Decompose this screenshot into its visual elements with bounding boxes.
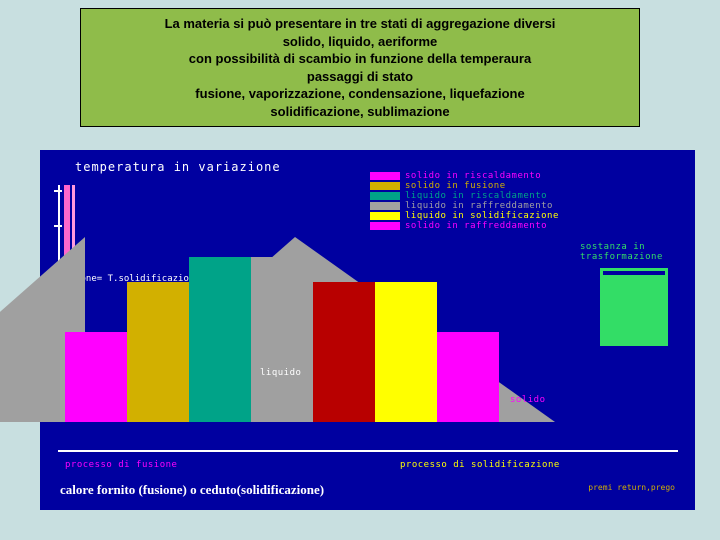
return-prompt: premi return,prego	[588, 483, 675, 492]
y-tick	[54, 190, 62, 192]
header-line-3: con possibilità di scambio in funzione d…	[91, 50, 629, 68]
header-line-2: solido, liquido, aeriforme	[91, 33, 629, 51]
header-line-1: La materia si può presentare in tre stat…	[91, 15, 629, 33]
chart-title: temperatura in variazione	[75, 160, 281, 174]
legend-swatch	[370, 202, 400, 210]
process-solid-text: processo di solidificazione	[400, 460, 560, 470]
legend-label: liquido in raffreddamento	[405, 201, 553, 211]
phase-chart: temperatura in variazione T.fusione= T.s…	[40, 150, 695, 510]
phase-bar-label: liquido	[260, 368, 301, 378]
legend-label: liquido in solidificazione	[405, 211, 559, 221]
legend-label: solido in raffreddamento	[405, 221, 547, 231]
x-axis	[58, 450, 678, 452]
process-fusion: processo di fusione	[65, 460, 177, 470]
phase-bar-label: solido	[65, 380, 101, 390]
phase-bar	[313, 282, 375, 422]
transform-label-2: trasformazione	[580, 252, 663, 262]
phase-bar	[189, 257, 251, 422]
legend-swatch	[370, 222, 400, 230]
footer-caption: calore fornito (fusione) o ceduto(solidi…	[60, 482, 324, 498]
header-line-6: solidificazione, sublimazione	[91, 103, 629, 121]
legend-label: solido in fusione	[405, 181, 506, 191]
legend-swatch	[370, 212, 400, 220]
transform-box-top	[600, 268, 668, 278]
legend-label: solido in riscaldamento	[405, 171, 541, 181]
y-tick	[54, 225, 62, 227]
header-box: La materia si può presentare in tre stat…	[80, 8, 640, 127]
process-fusion-text: processo di fusione	[65, 460, 177, 470]
legend-swatch	[370, 182, 400, 190]
phase-bar	[65, 332, 127, 422]
transform-box-fill	[600, 278, 668, 346]
phase-bar-label: solido	[510, 395, 546, 405]
process-solidification: processo di solidificazione	[400, 460, 560, 470]
phase-bar	[251, 257, 313, 422]
header-line-4: passaggi di stato	[91, 68, 629, 86]
legend-swatch	[370, 172, 400, 180]
header-line-5: fusione, vaporizzazione, condensazione, …	[91, 85, 629, 103]
legend-label: liquido in riscaldamento	[405, 191, 547, 201]
legend-swatch	[370, 192, 400, 200]
transform-label-1: sostanza in	[580, 242, 645, 252]
phase-bar	[437, 332, 499, 422]
